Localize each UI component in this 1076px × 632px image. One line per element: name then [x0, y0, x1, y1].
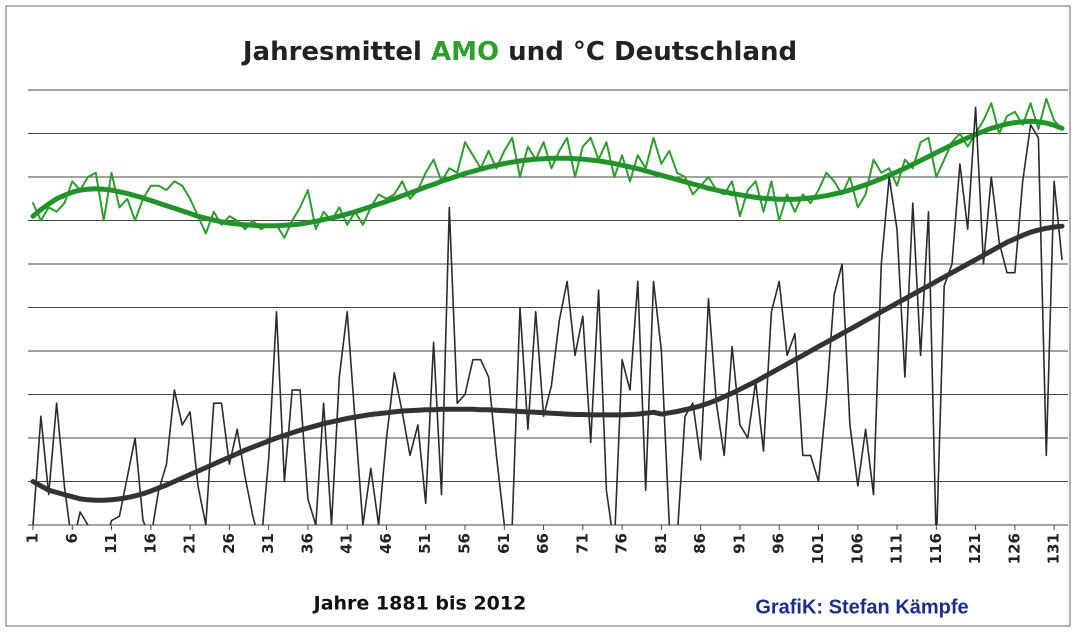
- x-tick-label: 1: [24, 533, 42, 543]
- title-part: und: [508, 37, 564, 67]
- x-tick-label: 31: [259, 533, 277, 554]
- x-tick-label: 131: [1045, 533, 1063, 564]
- x-tick-label: 6: [63, 533, 81, 543]
- x-tick-label: 41: [338, 533, 356, 554]
- x-axis: 1 6 11 16 21 26 31 36 41 46 51 56 61 66 71 76 81 86 91 96 10…: [24, 525, 1063, 564]
- series-line: [32, 106, 1063, 525]
- chart-title: Jahresmittel AMO und °C Deutschland: [241, 37, 797, 67]
- frame: [5, 5, 1071, 627]
- x-tick-label: 86: [691, 533, 709, 554]
- x-tick-label: 116: [927, 533, 945, 564]
- series-line: [30, 223, 1065, 503]
- x-tick-label: 96: [770, 533, 788, 554]
- x-tick-label: 46: [377, 533, 395, 554]
- x-tick-label: 21: [181, 533, 199, 554]
- title-part: Jahresmittel: [241, 37, 422, 67]
- x-tick-label: 101: [809, 533, 827, 564]
- x-tick-label: 106: [848, 533, 866, 564]
- x-tick-label: 11: [102, 533, 120, 554]
- x-tick-label: 76: [613, 533, 631, 554]
- x-tick-label: 61: [495, 533, 513, 554]
- x-tick-label: 81: [652, 533, 670, 554]
- series-line: [30, 118, 1065, 229]
- x-tick-label: 126: [1005, 533, 1023, 564]
- x-tick-label: 26: [220, 533, 238, 554]
- x-tick-label: 71: [573, 533, 591, 554]
- x-tick-label: 121: [966, 533, 984, 564]
- x-tick-label: 36: [298, 533, 316, 554]
- x-axis-label: Jahre 1881 bis 2012: [312, 593, 527, 615]
- x-tick-label: 16: [141, 533, 159, 554]
- x-tick-label: 51: [416, 533, 434, 554]
- x-tick-label: 111: [888, 533, 906, 564]
- series-line: [32, 97, 1063, 239]
- title-series: AMO: [431, 37, 499, 67]
- x-tick-label: 56: [456, 533, 474, 554]
- x-tick-label: 91: [730, 533, 748, 554]
- grid: [28, 89, 1068, 526]
- credit: GrafiK: Stefan Kämpfe: [755, 596, 968, 618]
- x-tick-label: 66: [534, 533, 552, 554]
- title-series: °C Deutschland: [573, 37, 797, 67]
- plot-area: [30, 97, 1065, 525]
